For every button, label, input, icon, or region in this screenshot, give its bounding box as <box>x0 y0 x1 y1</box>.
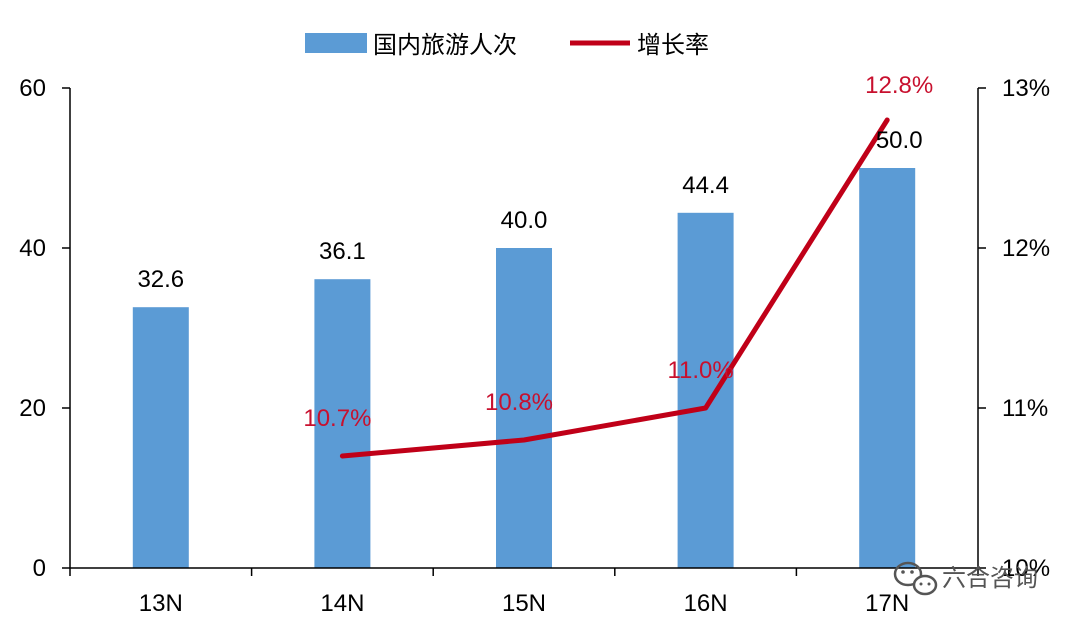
bar-14N <box>314 279 371 568</box>
y-right-tick-label: 13% <box>1002 75 1050 102</box>
bars-group <box>132 168 916 569</box>
bar-13N <box>132 307 189 568</box>
growth-line-group <box>339 117 890 459</box>
bar-value-label: 40.0 <box>501 207 548 234</box>
bar-value-label: 32.6 <box>137 266 184 293</box>
y-right-tick-label: 12% <box>1002 235 1050 262</box>
x-tick-label: 13N <box>139 590 183 617</box>
growth-rate-line <box>339 117 890 459</box>
x-tick-label: 17N <box>865 590 909 617</box>
data-labels-group: 32.6 36.1 40.0 44.4 50.0 10.7% 10.8% 11.0% 12.8% <box>137 72 933 432</box>
bar-value-label: 44.4 <box>682 172 729 199</box>
x-tick-label: 16N <box>684 590 728 617</box>
x-tick-label: 14N <box>320 590 364 617</box>
y-left-tick-label: 40 <box>19 235 46 262</box>
y-left-tick-label: 20 <box>19 395 46 422</box>
y-right-tick-label: 10% <box>1002 555 1050 582</box>
legend: 国内旅游人次 增长率 <box>305 31 709 59</box>
wechat-icon <box>893 561 938 596</box>
rate-value-label: 10.8% <box>485 389 553 416</box>
rate-value-label: 12.8% <box>865 72 933 99</box>
y-right-tick-label: 11% <box>1002 395 1048 422</box>
y-left-tick-label: 60 <box>19 75 46 102</box>
axes-group: 0 20 40 60 10% 11% 12% 13% 13N 14N 15N 16N 17N <box>19 75 1050 617</box>
legend-bar-swatch <box>305 33 367 53</box>
bar-15N <box>496 248 552 568</box>
bar-value-label: 50.0 <box>876 127 923 154</box>
bar-16N <box>677 212 734 569</box>
bar-value-label: 36.1 <box>319 238 366 265</box>
rate-value-label: 11.0% <box>667 357 733 384</box>
watermark: 六合咨询 <box>893 561 1038 596</box>
legend-line-label: 增长率 <box>637 31 709 59</box>
x-tick-label: 15N <box>502 590 546 617</box>
bar-17N <box>859 168 916 568</box>
legend-bar-label: 国内旅游人次 <box>373 31 517 59</box>
y-left-tick-label: 0 <box>33 555 46 582</box>
watermark-text: 六合咨询 <box>942 564 1038 592</box>
rate-value-label: 10.7% <box>303 405 371 432</box>
